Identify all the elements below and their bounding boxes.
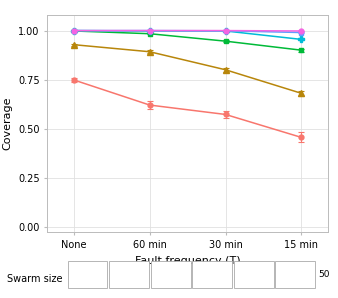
- Text: 30: 30: [235, 270, 246, 279]
- Text: 40: 40: [276, 270, 288, 279]
- Y-axis label: Coverage: Coverage: [2, 97, 13, 150]
- Text: Swarm size: Swarm size: [7, 274, 62, 284]
- Text: 5: 5: [110, 270, 116, 279]
- Text: 50: 50: [318, 270, 330, 279]
- Text: 10: 10: [152, 270, 163, 279]
- Text: 20: 20: [193, 270, 205, 279]
- X-axis label: Fault frequency (T): Fault frequency (T): [135, 256, 240, 266]
